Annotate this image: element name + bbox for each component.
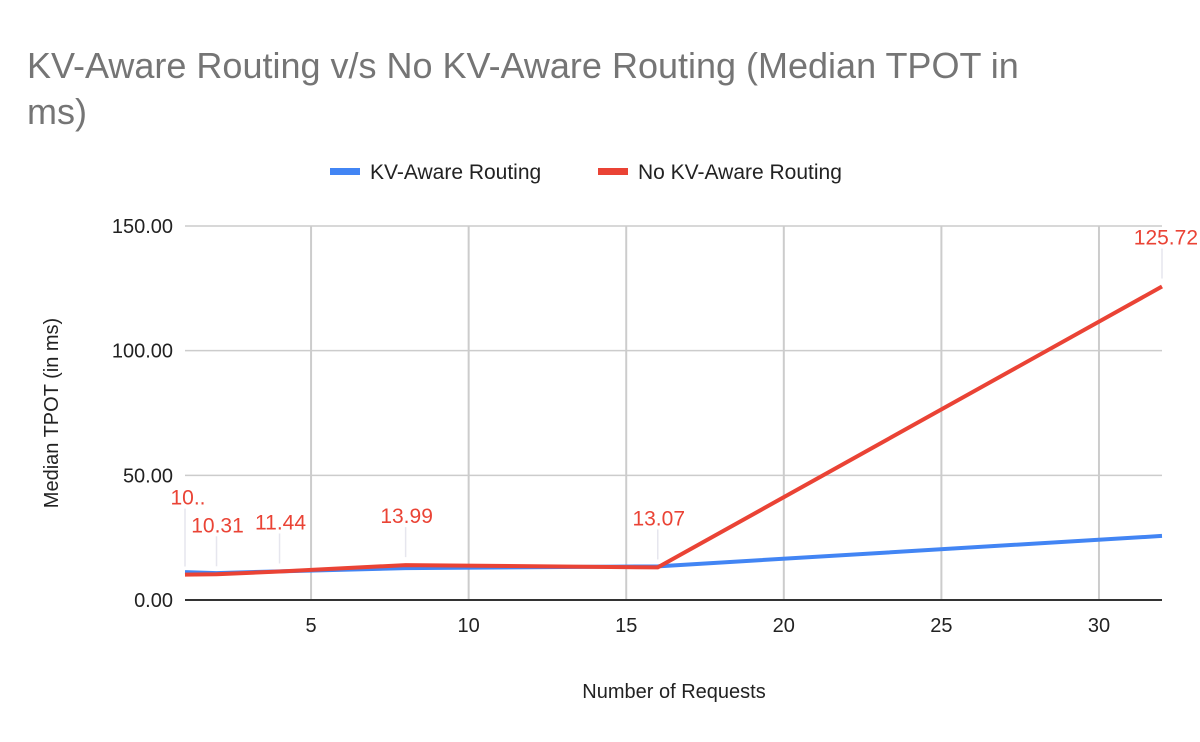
- series-line-no-kv-aware: [184, 284, 1163, 577]
- data-label: 13.07: [632, 507, 685, 530]
- chart-title-line-2: ms): [27, 91, 87, 132]
- y-tick-label: 0.00: [134, 590, 173, 612]
- data-label: 10.31: [191, 514, 244, 537]
- x-tick-label: 15: [615, 615, 637, 637]
- x-tick-label: 30: [1088, 615, 1110, 637]
- y-tick-label: 100.00: [112, 341, 173, 363]
- x-tick-label: 10: [458, 615, 480, 637]
- y-axis-title: Median TPOT (in ms): [41, 318, 63, 508]
- y-tick-label: 150.00: [112, 216, 173, 238]
- legend-swatch-no-kv-aware: [598, 168, 628, 175]
- x-tick-label: 5: [306, 615, 317, 637]
- legend-swatch-kv-aware: [330, 168, 360, 175]
- y-tick-label: 50.00: [123, 465, 173, 487]
- chart-title-line-1: KV-Aware Routing v/s No KV-Aware Routing…: [27, 45, 1019, 86]
- data-label: 11.44: [255, 511, 306, 534]
- legend-label-kv-aware: KV-Aware Routing: [370, 161, 541, 184]
- x-axis-title: Number of Requests: [582, 681, 765, 703]
- legend-label-no-kv-aware: No KV-Aware Routing: [638, 161, 842, 184]
- data-label: 13.99: [380, 505, 433, 528]
- data-label: 125.72: [1134, 227, 1198, 250]
- x-tick-label: 20: [773, 615, 795, 637]
- x-tick-label: 25: [930, 615, 952, 637]
- data-label: 10..: [170, 487, 205, 510]
